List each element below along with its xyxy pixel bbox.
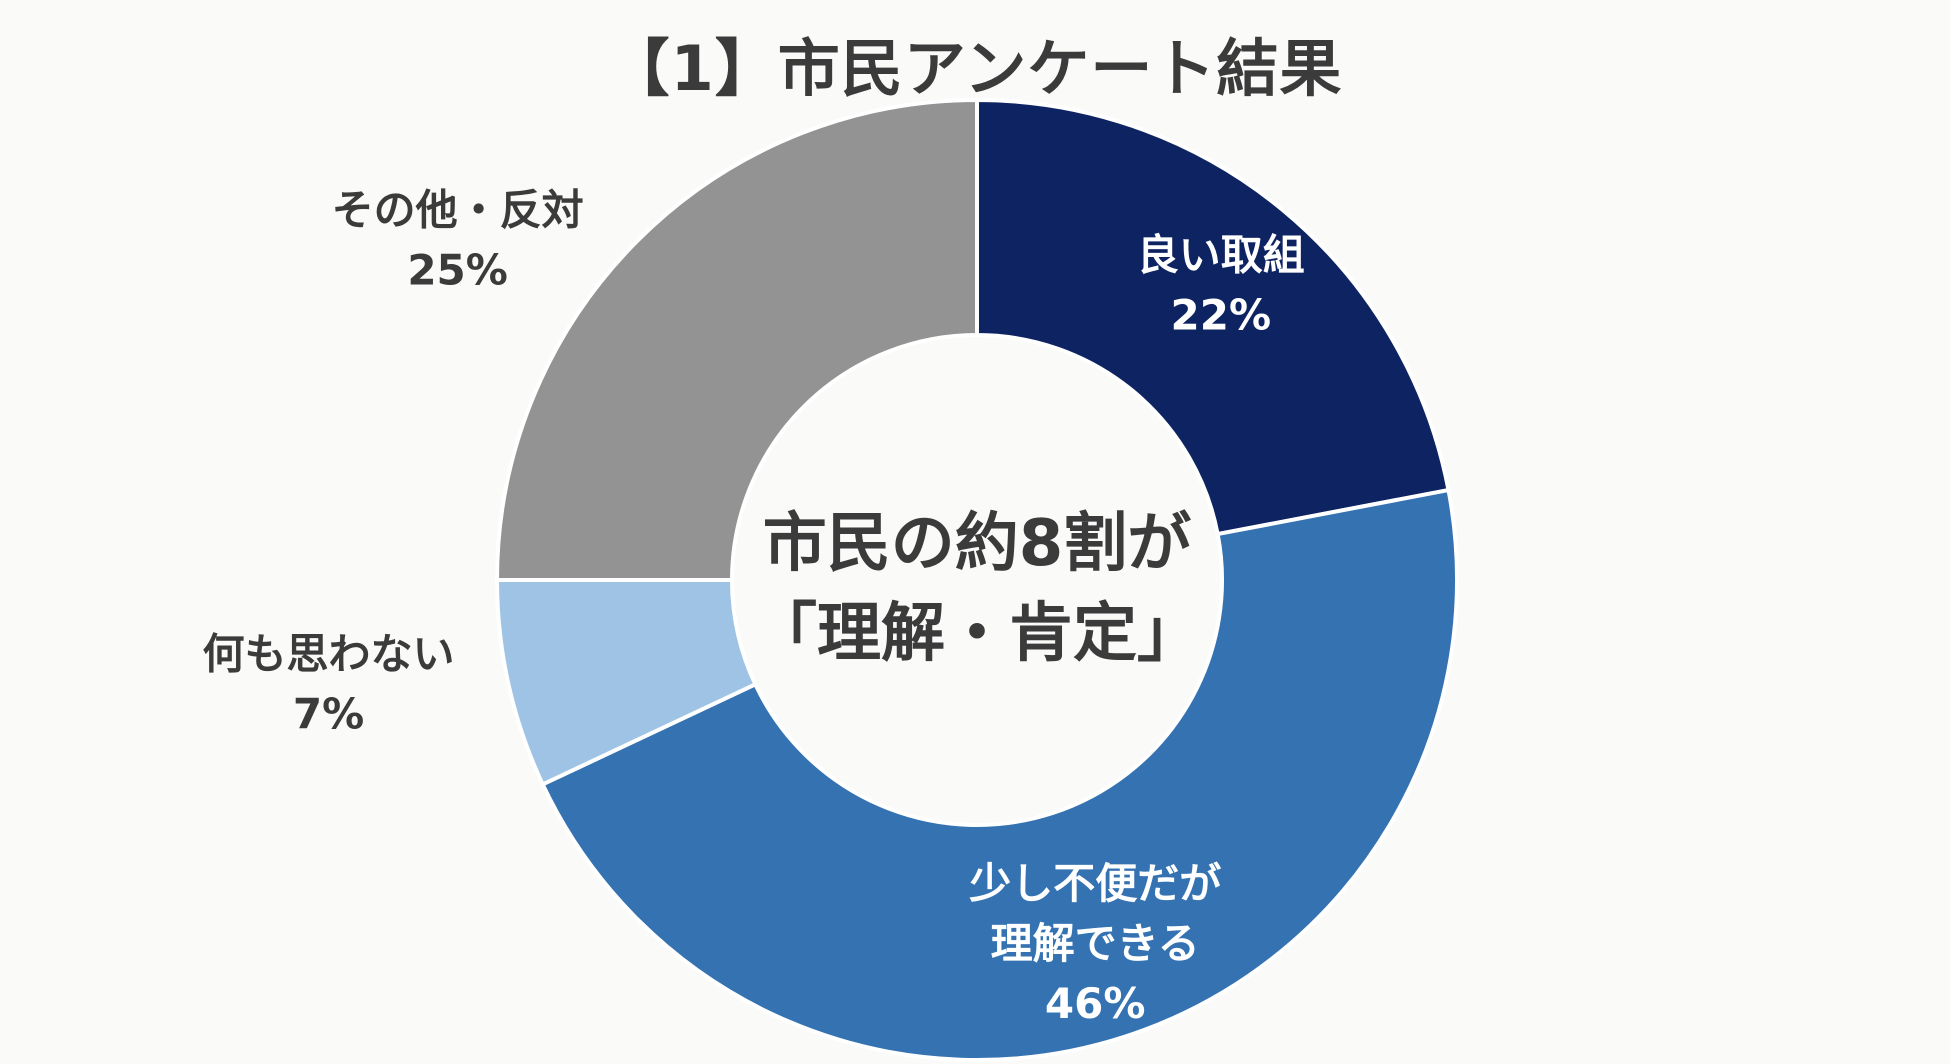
slice-category-label-3: その他・反対 [332,186,584,235]
chart-title: 【1】市民アンケート結果 [607,32,1343,105]
donut-slice-1 [540,487,1460,1062]
donut-slice-3 [494,97,979,582]
slice-category-label-1: 理解できる [991,919,1200,968]
center-annotation: 市民の約8割が 「理解・肯定」 [753,507,1201,671]
slice-category-label-2: 何も思わない [203,630,455,679]
slice-category-label-1: 少し不便だが [969,859,1221,908]
slice-category-label-0: 良い取組 [1137,230,1305,279]
slice-value-label-1: 46% [1045,979,1146,1028]
center-text-line-1: 市民の約8割が [763,507,1192,581]
donut-slices [494,97,1460,1062]
slice-value-label-3: 25% [407,246,508,295]
slice-value-label-0: 22% [1171,290,1272,339]
donut-slice-0 [975,97,1451,537]
slice-value-label-2: 7% [293,690,364,739]
center-text-line-2: 「理解・肯定」 [753,597,1201,671]
